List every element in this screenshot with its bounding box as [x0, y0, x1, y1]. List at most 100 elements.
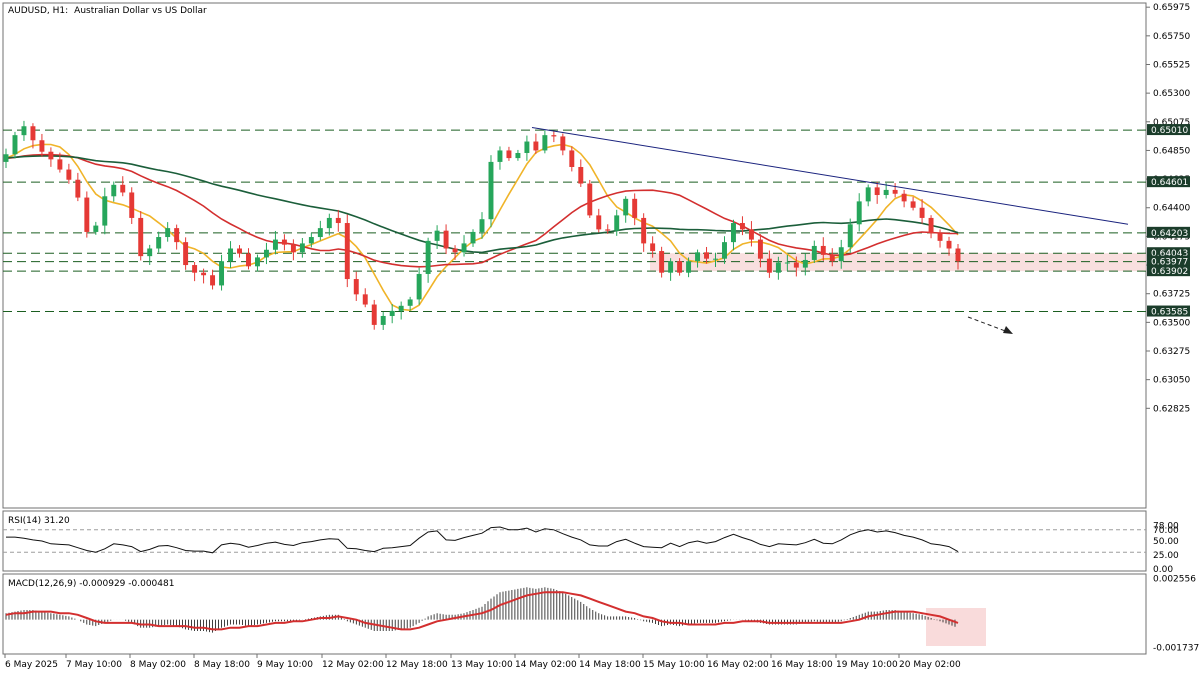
candle-body-22: [201, 272, 207, 276]
candle-body-47: [425, 240, 431, 274]
candle-body-51: [461, 243, 467, 253]
candle-body-87: [784, 262, 790, 264]
time-tick-label-14: 20 May 02:00: [899, 660, 961, 670]
candle-body-12: [111, 184, 117, 197]
candle-body-64: [578, 166, 584, 184]
candle-body-39: [353, 279, 359, 295]
candle-body-57: [515, 152, 521, 159]
macd-tick-label-0: 0.002556: [1153, 574, 1196, 584]
price-tick-label-1: 0.65750: [1153, 32, 1190, 42]
support-zone: [650, 253, 1146, 272]
candle-body-61: [551, 135, 557, 137]
rsi-pane: [2, 510, 1147, 572]
level-badge-6: [1147, 305, 1190, 317]
candle-body-31: [281, 239, 287, 245]
ma-slow-line: [5, 155, 959, 254]
rsi-line: [6, 526, 959, 554]
candle-body-26: [237, 248, 242, 254]
time-tick-label-3: 8 May 18:00: [194, 660, 250, 670]
candle-body-33: [299, 243, 305, 253]
macd-pane: [2, 573, 1147, 655]
candle-body-45: [407, 299, 413, 306]
candle-body-102: [919, 207, 925, 218]
level-badge-label-6: 0.63585: [1151, 308, 1188, 318]
candle-body-96: [865, 187, 871, 202]
candle-body-49: [443, 230, 449, 249]
candle-body-50: [452, 248, 458, 253]
price-tick-label-12: 0.63275: [1153, 347, 1190, 357]
candle-body-97: [874, 187, 880, 196]
candle-body-30: [272, 239, 278, 250]
time-tick-label-12: 16 May 18:00: [771, 660, 833, 670]
chart-title: AUDUSD, H1: Australian Dollar vs US Dolla…: [8, 6, 207, 16]
level-badge-1: [1147, 176, 1190, 188]
time-tick-label-6: 12 May 18:00: [386, 660, 448, 670]
level-badge-label-5: 0.63902: [1151, 267, 1188, 277]
candle-body-54: [488, 161, 494, 220]
candle-body-99: [892, 189, 898, 194]
candle-body-89: [802, 259, 808, 268]
price-tick-label-4: 0.65075: [1153, 118, 1190, 128]
candle-body-14: [129, 192, 135, 218]
price-tick-label-7: 0.64400: [1153, 204, 1190, 214]
ma-mid-line: [5, 153, 959, 268]
macd-title: MACD(12,26,9) -0.000929 -0.000481: [8, 579, 174, 589]
candle-body-27: [246, 253, 251, 267]
time-tick-label-5: 12 May 02:00: [322, 660, 384, 670]
candle-body-106: [955, 248, 961, 262]
time-tick-label-4: 9 May 10:00: [257, 660, 313, 670]
level-badge-3: [1147, 247, 1190, 259]
level-badge-label-1: 0.64601: [1151, 178, 1188, 188]
price-tick-label-11: 0.63500: [1153, 318, 1190, 328]
candle-body-63: [569, 150, 575, 167]
candle-body-20: [183, 242, 189, 266]
candle-body-16: [147, 248, 153, 257]
candle-body-29: [263, 249, 269, 258]
candle-body-28: [255, 257, 260, 267]
candle-body-84: [757, 239, 763, 259]
candle-body-19: [174, 228, 180, 243]
candle-body-77: [695, 252, 701, 262]
candle-body-21: [192, 265, 198, 273]
price-tick-label-2: 0.65525: [1153, 60, 1190, 70]
candle-body-23: [210, 275, 216, 286]
candle-body-72: [650, 243, 656, 252]
candle-body-59: [533, 141, 539, 151]
rsi-tick-label-0: 78.00: [1153, 521, 1179, 531]
time-tick-label-11: 16 May 02:00: [707, 660, 769, 670]
level-badge-5: [1147, 265, 1190, 277]
candle-body-3: [30, 126, 36, 141]
candle-body-66: [596, 215, 602, 230]
candle-body-17: [156, 237, 162, 249]
time-tick-label-0: 6 May 2025: [5, 660, 58, 670]
candle-body-18: [165, 228, 171, 238]
rsi-tick-label-1: 70.00: [1153, 526, 1179, 536]
candle-body-10: [93, 225, 99, 232]
level-badge-label-0: 0.65010: [1151, 126, 1188, 136]
candle-body-104: [937, 233, 943, 241]
candle-body-56: [506, 150, 512, 159]
candle-body-8: [75, 179, 81, 198]
macd-highlight-zone: [926, 608, 986, 646]
time-tick-label-13: 19 May 10:00: [836, 660, 898, 670]
candle-body-94: [847, 224, 853, 248]
macd-signal-line: [5, 591, 959, 631]
candle-body-70: [632, 198, 638, 218]
candle-body-9: [84, 197, 90, 232]
candle-body-105: [946, 240, 952, 249]
rsi-tick-label-3: 25.00: [1153, 551, 1179, 561]
price-tick-label-3: 0.65300: [1153, 89, 1190, 99]
candle-body-65: [587, 183, 593, 216]
candle-body-34: [308, 237, 314, 244]
candle-body-79: [713, 258, 718, 260]
level-badge-2: [1147, 226, 1190, 238]
candle-body-2: [21, 126, 27, 136]
candle-body-83: [748, 229, 754, 240]
descending-trendline: [531, 127, 1129, 225]
level-badge-4: [1147, 255, 1190, 267]
candle-body-71: [641, 217, 647, 244]
candle-body-69: [623, 198, 629, 216]
candle-body-6: [57, 159, 63, 170]
candle-body-41: [371, 304, 377, 325]
